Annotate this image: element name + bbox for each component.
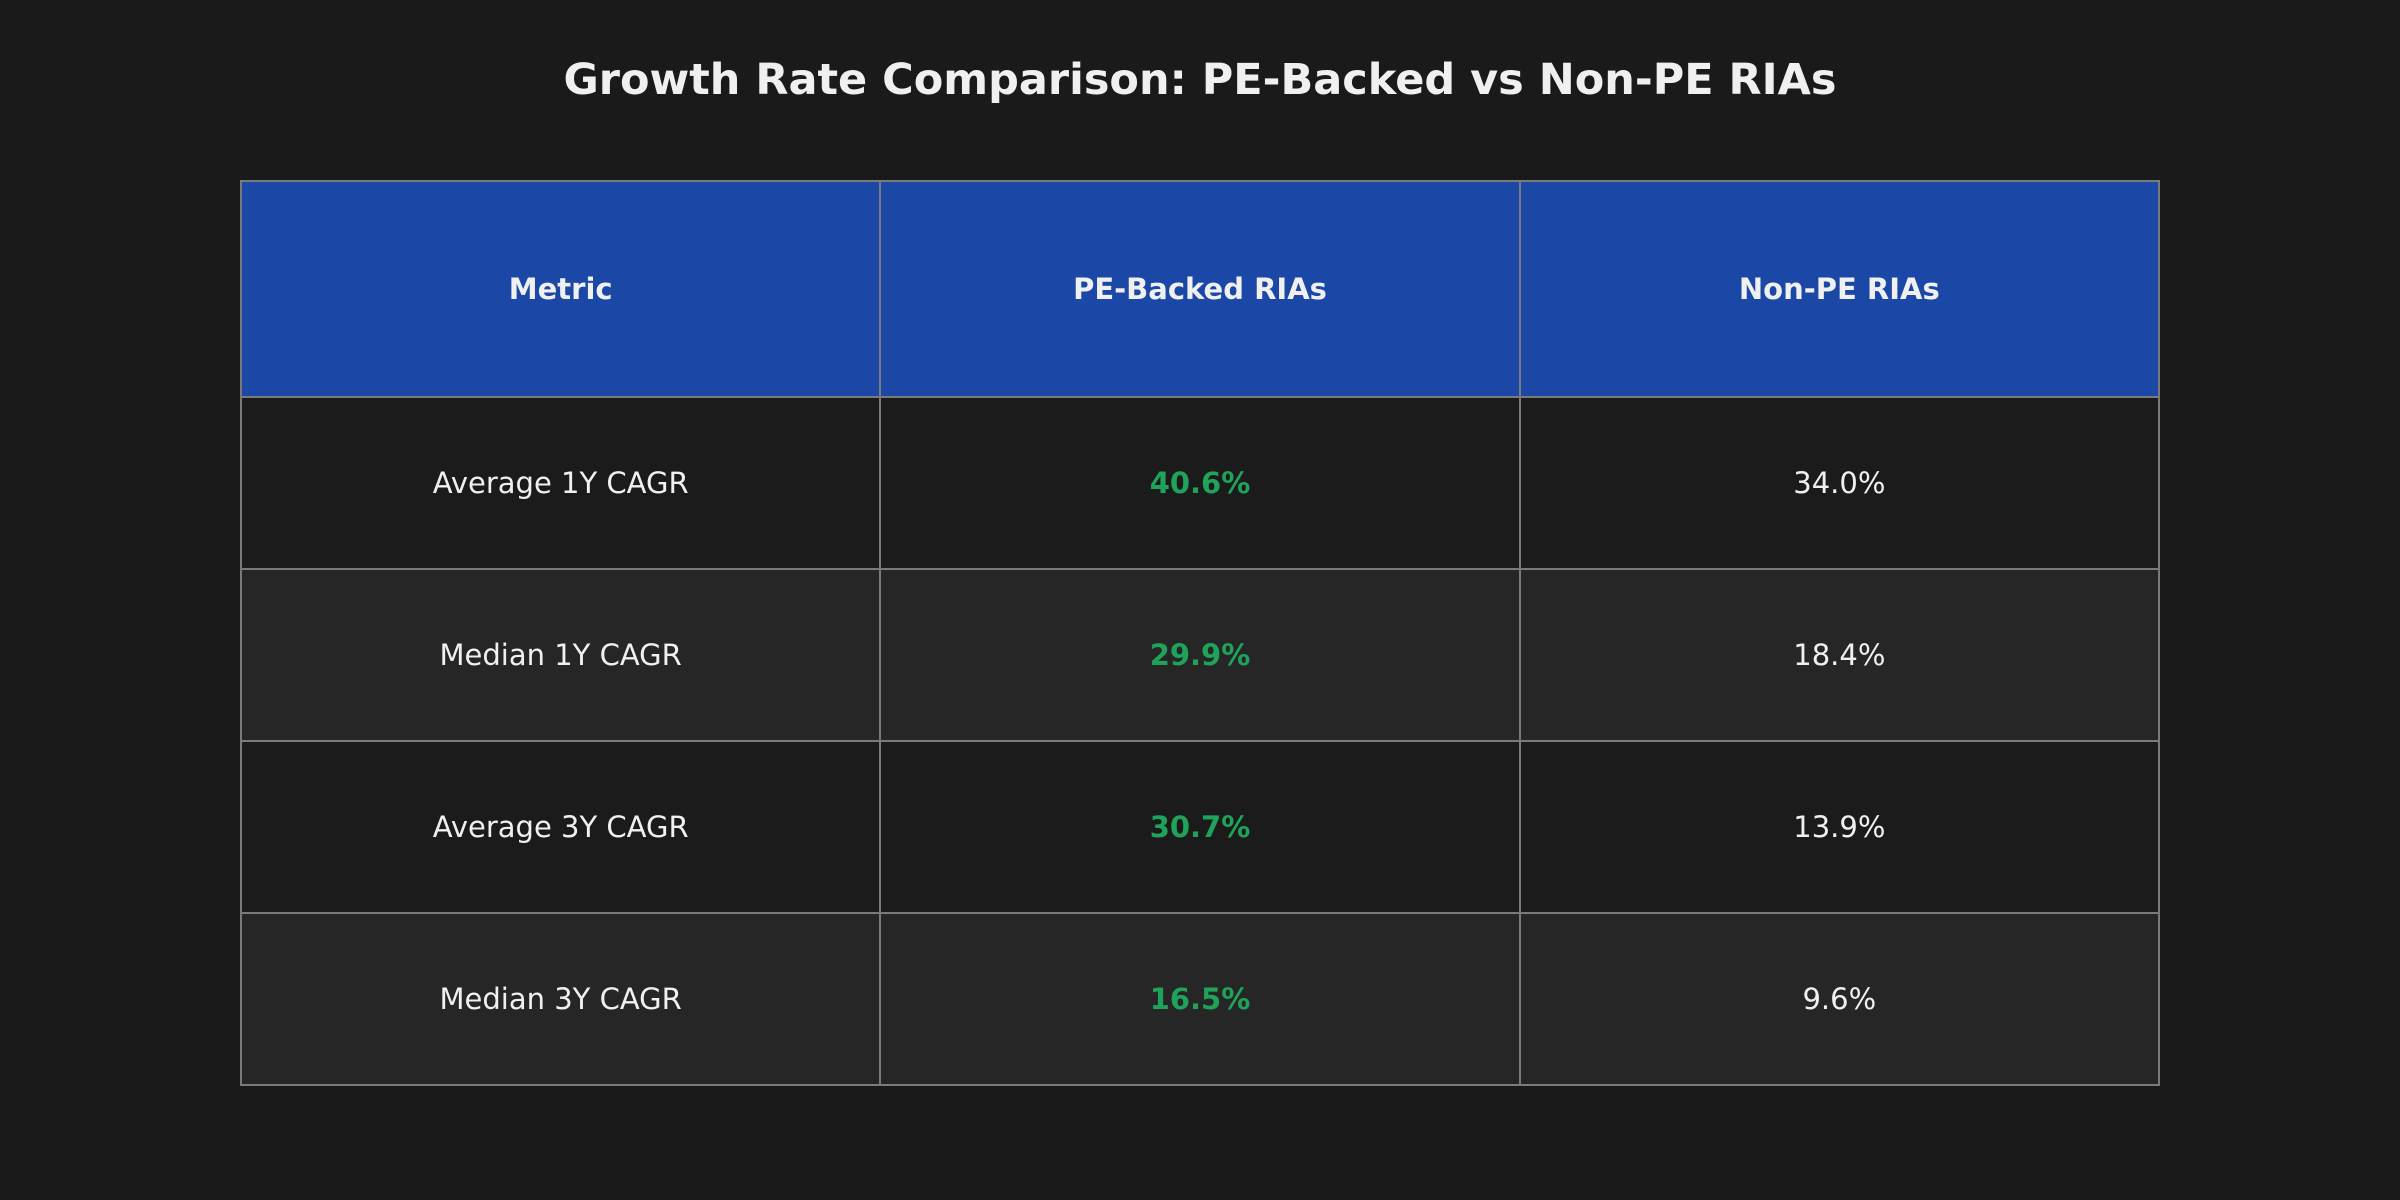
pe-backed-value-cell: 16.5% (879, 912, 1521, 1086)
metric-cell: Average 3Y CAGR (239, 740, 882, 914)
pe-backed-value-cell: 29.9% (879, 568, 1521, 742)
chart-title: Growth Rate Comparison: PE-Backed vs Non… (563, 55, 1837, 105)
table-header-row: Metric PE-Backed RIAs Non-PE RIAs (239, 180, 2161, 398)
pe-backed-value-cell: 30.7% (879, 740, 1521, 914)
non-pe-value-cell: 34.0% (1518, 396, 2161, 570)
table-row: Median 3Y CAGR 16.5% 9.6% (239, 912, 2161, 1086)
non-pe-value-cell: 9.6% (1518, 912, 2161, 1086)
table-row: Average 3Y CAGR 30.7% 13.9% (239, 740, 2161, 914)
non-pe-value-cell: 13.9% (1518, 740, 2161, 914)
non-pe-value-cell: 18.4% (1518, 568, 2161, 742)
column-header-metric: Metric (239, 180, 882, 398)
metric-cell: Median 3Y CAGR (239, 912, 882, 1086)
table-row: Median 1Y CAGR 29.9% 18.4% (239, 568, 2161, 742)
column-header-non-pe: Non-PE RIAs (1518, 180, 2161, 398)
pe-backed-value-cell: 40.6% (879, 396, 1521, 570)
metric-cell: Median 1Y CAGR (239, 568, 882, 742)
metric-cell: Average 1Y CAGR (239, 396, 882, 570)
column-header-pe-backed: PE-Backed RIAs (879, 180, 1521, 398)
table-row: Average 1Y CAGR 40.6% 34.0% (239, 396, 2161, 570)
comparison-table: Metric PE-Backed RIAs Non-PE RIAs Averag… (239, 180, 2161, 1086)
